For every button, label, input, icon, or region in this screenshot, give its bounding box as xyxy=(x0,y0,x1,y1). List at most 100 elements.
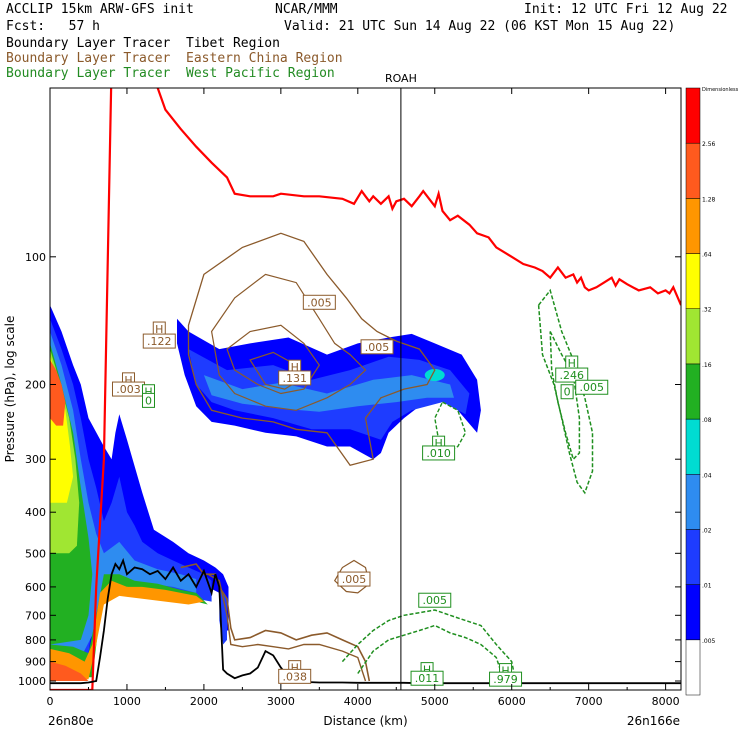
y-tick-label-1000: 1000 xyxy=(18,675,46,688)
colorbar-bin-2 xyxy=(685,529,701,585)
contour-label-16: .246 xyxy=(559,369,584,382)
legend-west-pacific: Boundary Layer Tracer West Pacific Regio… xyxy=(6,66,335,81)
contour-label-18: 0 xyxy=(564,386,571,399)
contour-label-20: H xyxy=(423,664,431,677)
tracer-contours xyxy=(180,232,594,682)
contour-label-2: H xyxy=(144,386,152,399)
contour-label-box-10 xyxy=(337,571,371,587)
contour-label-7: .131 xyxy=(282,372,307,385)
contour-label-1: .003 xyxy=(116,383,141,396)
colorbar: .005 .01 .02 .04 .08 .16 .32 .64 1.28 2.56 Dimensi… xyxy=(685,87,739,696)
right-endpoint-label: 26n166e xyxy=(627,714,680,728)
colorbar-label-2: .02 xyxy=(702,527,712,534)
y-tick-label-900: 900 xyxy=(25,656,46,669)
contour-label-box-5 xyxy=(142,333,176,349)
contour-label-4: H xyxy=(155,323,163,336)
colorbar-label-6: .32 xyxy=(702,307,712,314)
wp-contour-4 xyxy=(341,609,517,682)
x-axis-label: Distance (km) xyxy=(323,714,407,728)
contour-label-13: H xyxy=(434,437,442,450)
y-tick-label-700: 700 xyxy=(25,609,46,622)
contour-label-15: H xyxy=(568,357,576,370)
axes: 0 1000 2000 3000 4000 5000 6000 7000 80001002003… xyxy=(3,88,681,728)
colorbar-bin-5 xyxy=(685,363,701,420)
colorbar-label-4: .08 xyxy=(702,417,712,424)
contour-label-box-12 xyxy=(278,668,312,684)
contour-label-19: .005 xyxy=(423,594,448,607)
colorbar-bin-4 xyxy=(685,418,701,475)
plot-frame xyxy=(49,87,682,691)
contour-label-0: H xyxy=(124,374,132,387)
contour-label-box-16 xyxy=(555,367,589,383)
contour-label-box-14 xyxy=(422,445,456,461)
plot-title: ACCLIP 15km ARW-GFS init xyxy=(6,2,194,17)
colorbar-bin-1 xyxy=(685,584,701,641)
contour-label-11: H xyxy=(291,662,299,675)
plume-core xyxy=(424,369,445,382)
x-tick-label-2000: 2000 xyxy=(190,695,218,708)
contour-label-14: .010 xyxy=(426,447,451,460)
colorbar-label-8: 1.28 xyxy=(702,196,716,203)
forecast-hour: Fcst: 57 h xyxy=(6,19,100,34)
contour-label-12: .038 xyxy=(282,670,307,683)
contour-label-9: .005 xyxy=(365,341,390,354)
contour-label-box-9 xyxy=(360,339,394,355)
contour-label-3: 0 xyxy=(145,394,152,407)
y-tick-label-200: 200 xyxy=(25,379,46,392)
colorbar-label-9: 2.56 xyxy=(702,141,716,148)
y-axis-label: Pressure (hPa), log scale xyxy=(3,316,17,463)
y-tick-label-100: 100 xyxy=(25,251,46,264)
roah-marker-label: ROAH xyxy=(385,72,417,85)
colorbar-bin-7 xyxy=(685,253,701,309)
legend-tibet: Boundary Layer Tracer Tibet Region xyxy=(6,36,280,51)
ec-contour-2 xyxy=(210,273,367,411)
colorbar-label-7: .64 xyxy=(702,252,712,259)
x-tick-label-6000: 6000 xyxy=(498,695,526,708)
y-tick-label-500: 500 xyxy=(25,547,46,560)
contour-label-box-8 xyxy=(302,294,336,310)
x-tick-label-0: 0 xyxy=(47,695,54,708)
colorbar-bin-8 xyxy=(685,198,701,254)
colorbar-bin-3 xyxy=(685,474,701,530)
colorbar-bin-0 xyxy=(685,639,701,696)
colorbar-label-5: .16 xyxy=(702,362,712,369)
x-tick-label-7000: 7000 xyxy=(575,695,603,708)
contour-label-10: .005 xyxy=(342,573,367,586)
y-tick-label-400: 400 xyxy=(25,506,46,519)
contour-label-23: .979 xyxy=(493,673,518,686)
contour-label-box-18 xyxy=(560,384,574,400)
y-tick-label-600: 600 xyxy=(25,581,46,594)
contour-label-box-21 xyxy=(410,670,444,686)
producer-label: NCAR/MMM xyxy=(275,2,338,17)
x-tick-label-4000: 4000 xyxy=(344,695,372,708)
y-tick-label-800: 800 xyxy=(25,634,46,647)
contour-label-box-3 xyxy=(141,392,155,408)
contour-label-box-17 xyxy=(575,379,609,395)
tracer-shading xyxy=(50,305,481,681)
ec-contour-1 xyxy=(187,232,436,466)
x-tick-label-1000: 1000 xyxy=(113,695,141,708)
legend-eastern-china: Boundary Layer Tracer Eastern China Regi… xyxy=(6,51,343,66)
contour-label-6: H xyxy=(291,361,299,374)
contour-label-box-7 xyxy=(278,370,312,386)
wp-contour-5 xyxy=(357,624,505,682)
west-level-07 xyxy=(50,359,66,426)
init-time: Init: 12 UTC Fri 12 Aug 22 xyxy=(524,2,728,17)
contour-label-22: H xyxy=(501,665,509,678)
colorbar-bin-6 xyxy=(685,308,701,365)
ec-contour-3 xyxy=(226,324,321,395)
colorbar-bin-9 xyxy=(685,142,701,199)
ec-contour-6 xyxy=(207,573,367,682)
contour-label-17: .005 xyxy=(579,381,604,394)
colorbar-label-3: .04 xyxy=(702,472,712,479)
x-tick-label-3000: 3000 xyxy=(267,695,295,708)
plume-level-03 xyxy=(203,375,454,412)
valid-time: Valid: 21 UTC Sun 14 Aug 22 (06 KST Mon … xyxy=(284,19,676,34)
tropopause-line xyxy=(50,88,681,690)
colorbar-bin-10 xyxy=(685,87,701,144)
contour-label-21: .011 xyxy=(415,672,440,685)
x-tick-label-8000: 8000 xyxy=(652,695,680,708)
